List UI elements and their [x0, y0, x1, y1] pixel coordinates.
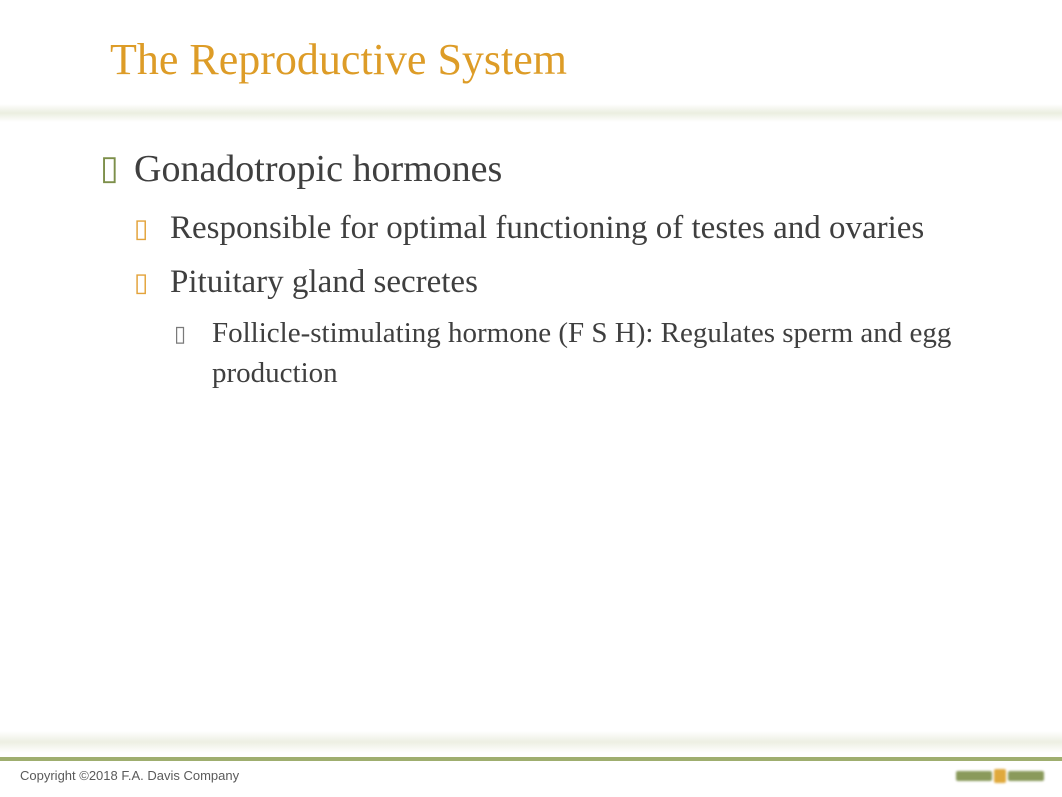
footer-line: [0, 757, 1062, 761]
bullet-level2: ▯ Responsible for optimal functioning of…: [134, 205, 1017, 253]
slide-body: ▯ Gonadotropic hormones ▯ Responsible fo…: [100, 142, 1017, 398]
bullet-level2: ▯ Pituitary gland secretes: [134, 259, 1017, 307]
logo-dot: [994, 769, 1006, 783]
bullet-icon: ▯: [100, 144, 119, 193]
bullet-icon: ▯: [134, 264, 148, 302]
bullet-level2-text: Pituitary gland secretes: [170, 264, 478, 300]
bullet-icon: ▯: [174, 319, 186, 350]
title-divider: [0, 104, 1062, 122]
publisher-logo: [956, 767, 1044, 785]
bullet-level3-text: Follicle-stimulating hormone (F S H): Re…: [212, 317, 951, 390]
bullet-level2-text: Responsible for optimal functioning of t…: [170, 210, 924, 246]
footer-band: [0, 731, 1062, 753]
slide: The Reproductive System ▯ Gonadotropic h…: [0, 0, 1062, 797]
logo-bar-right: [1008, 771, 1044, 781]
copyright-text: Copyright ©2018 F.A. Davis Company: [20, 768, 239, 783]
bullet-level3: ▯ Follicle-stimulating hormone (F S H): …: [174, 313, 1017, 394]
bullet-icon: ▯: [134, 210, 148, 248]
bullet-level1-text: Gonadotropic hormones: [134, 148, 502, 190]
slide-title: The Reproductive System: [110, 34, 567, 85]
bullet-level1: ▯ Gonadotropic hormones: [100, 142, 1017, 197]
logo-bar-left: [956, 771, 992, 781]
